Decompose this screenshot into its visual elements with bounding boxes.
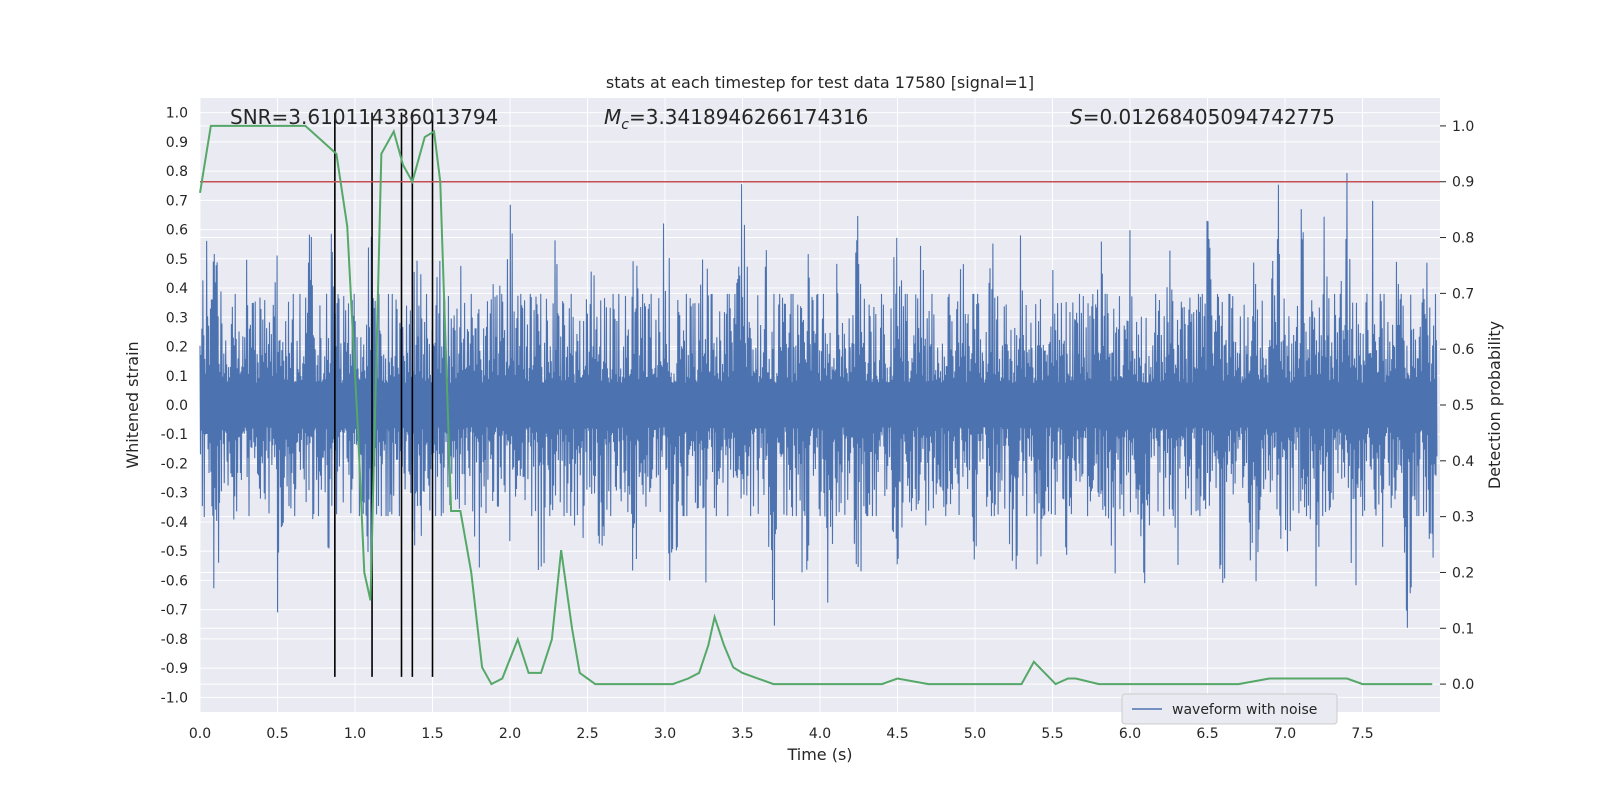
x-tick-label: 6.0 — [1119, 726, 1141, 742]
x-tick-label: 2.5 — [576, 726, 598, 742]
y2-tick-label: 0.7 — [1452, 286, 1474, 302]
y-tick-label: 1.0 — [166, 106, 188, 122]
y-tick-label: -0.9 — [161, 661, 188, 677]
x-tick-label: 7.0 — [1274, 726, 1296, 742]
y-tick-label: 0.8 — [166, 164, 188, 180]
mc-value: =3.3418946266174316 — [629, 105, 868, 129]
s-value: =0.01268405094742775 — [1083, 105, 1335, 129]
x-axis-label: Time (s) — [786, 745, 852, 764]
x-tick-label: 4.5 — [886, 726, 908, 742]
legend-label: waveform with noise — [1172, 702, 1317, 718]
y-tick-label: -0.8 — [161, 632, 188, 648]
y-tick-label: 0.7 — [166, 193, 188, 209]
x-axis-ticks: 0.0 0.5 1.0 1.5 2.0 2.5 3.0 3.5 4.0 4.5 5.0 5.5 6.0 6… — [189, 726, 1374, 742]
y2-tick-label: 0.9 — [1452, 175, 1474, 191]
y2-axis-label: Detection probability — [1485, 321, 1504, 489]
y-tick-label: 0.4 — [166, 281, 188, 297]
y-tick-label: -0.1 — [161, 427, 188, 443]
waveform-line — [199, 172, 1438, 628]
y-tick-label: 0.9 — [166, 135, 188, 151]
x-tick-label: 5.5 — [1041, 726, 1063, 742]
y-tick-label: 0.1 — [166, 369, 188, 385]
x-tick-label: 0.5 — [266, 726, 288, 742]
y2-tick-label: 0.2 — [1452, 565, 1474, 581]
y-tick-label: -0.5 — [161, 544, 188, 560]
x-tick-label: 0.0 — [189, 726, 211, 742]
mc-symbol: M — [604, 105, 621, 129]
mc-subscript: c — [621, 117, 629, 133]
y-axis-label: Whitened strain — [123, 341, 142, 468]
x-tick-label: 3.0 — [654, 726, 676, 742]
x-tick-label: 2.0 — [499, 726, 521, 742]
y-tick-label: 0.6 — [166, 223, 188, 239]
y-axis-ticks: 1.0 0.9 0.8 0.7 0.6 0.5 0.4 0.3 0.2 0.1 0.0 -0.1 -0.… — [161, 106, 188, 707]
snr-annotation: SNR=3.610114336013794 — [230, 105, 498, 129]
mc-annotation: Mc=3.3418946266174316 — [604, 105, 868, 133]
y2-tick-label: 0.4 — [1452, 454, 1474, 470]
y2-tick-label: 0.6 — [1452, 342, 1474, 358]
y2-axis-ticks: 1.0 0.9 0.8 0.7 0.6 0.5 0.4 0.3 0.2 0.1 0.0 — [1440, 119, 1474, 693]
x-tick-label: 1.0 — [344, 726, 366, 742]
y-tick-label: -0.6 — [161, 573, 188, 589]
y-tick-label: 0.0 — [166, 398, 188, 414]
probability-series — [199, 124, 1433, 686]
x-tick-label: 3.5 — [731, 726, 753, 742]
y2-tick-label: 0.0 — [1452, 677, 1474, 693]
y-tick-label: -0.2 — [161, 456, 188, 472]
s-symbol: S — [1070, 105, 1083, 129]
x-tick-label: 5.0 — [964, 726, 986, 742]
y-tick-label: 0.3 — [166, 310, 188, 326]
x-tick-label: 7.5 — [1351, 726, 1373, 742]
y-tick-label: -0.4 — [161, 515, 188, 531]
y2-tick-label: 1.0 — [1452, 119, 1474, 135]
probability-line — [199, 124, 1433, 686]
legend-box — [1121, 693, 1338, 725]
chart-title: stats at each timestep for test data 175… — [606, 73, 1034, 92]
y-tick-label: 0.5 — [166, 252, 188, 268]
y-tick-label: -0.3 — [161, 486, 188, 502]
y-tick-label: -0.7 — [161, 603, 188, 619]
x-tick-label: 4.0 — [809, 726, 831, 742]
y2-tick-label: 0.3 — [1452, 510, 1474, 526]
y2-tick-label: 0.5 — [1452, 398, 1474, 414]
y-tick-label: -1.0 — [161, 690, 188, 706]
x-tick-label: 1.5 — [421, 726, 443, 742]
y2-tick-label: 0.1 — [1452, 621, 1474, 637]
y-tick-label: 0.2 — [166, 340, 188, 356]
waveform-series — [199, 172, 1438, 628]
legend: waveform with noise — [1121, 693, 1338, 725]
vertical-marker-lines — [334, 112, 434, 677]
x-tick-label: 6.5 — [1196, 726, 1218, 742]
s-annotation: S=0.01268405094742775 — [1070, 105, 1335, 129]
y2-tick-label: 0.8 — [1452, 231, 1474, 247]
